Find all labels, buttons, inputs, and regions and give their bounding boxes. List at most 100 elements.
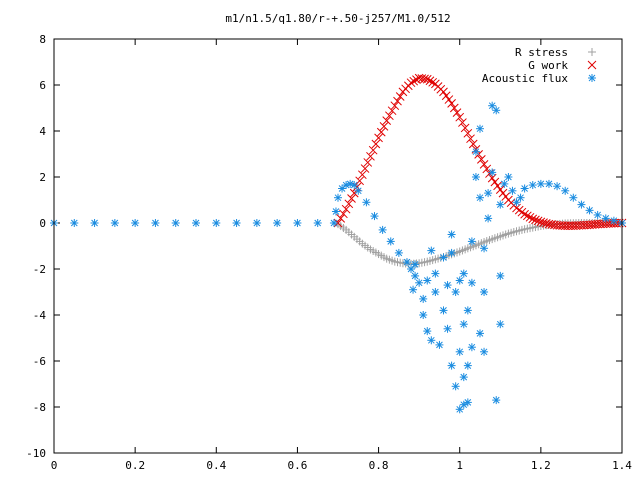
data-point (427, 336, 436, 345)
x-tick-label: 0.6 (287, 459, 307, 472)
data-point (471, 173, 480, 181)
data-point (522, 211, 532, 221)
data-point (435, 340, 444, 349)
data-point (466, 134, 475, 144)
y-axis: -10 -8 -6 -4 -2 0 2 4 6 8 (26, 33, 622, 460)
data-point (368, 145, 378, 155)
data-point (354, 186, 363, 195)
data-point (423, 327, 432, 336)
data-point (528, 214, 538, 224)
data-point (415, 278, 424, 287)
data-point (476, 124, 484, 133)
data-point (329, 219, 338, 227)
data-point (444, 95, 454, 104)
data-point (508, 186, 517, 195)
data-point (569, 193, 578, 202)
data-point (476, 193, 484, 202)
x-tick-label: 0.2 (125, 459, 145, 472)
data-point (536, 179, 545, 188)
data-point (70, 219, 79, 227)
data-point (495, 185, 505, 195)
data-point (455, 112, 465, 122)
y-tick-label: -6 (33, 355, 46, 368)
data-point (376, 127, 386, 137)
data-point (484, 214, 493, 223)
data-point (496, 320, 505, 329)
x-tick-label: 0 (51, 459, 58, 472)
legend-label: R stress (515, 46, 568, 59)
data-point (467, 278, 476, 287)
data-point (480, 288, 489, 296)
data-point (439, 306, 448, 315)
data-point (585, 206, 594, 215)
data-point (492, 106, 501, 115)
data-point (360, 164, 370, 173)
y-tick-label: -2 (33, 263, 46, 276)
data-point (334, 193, 342, 202)
data-point (363, 158, 373, 167)
data-point (427, 246, 436, 255)
legend-label: G work (528, 59, 568, 72)
data-point (459, 320, 468, 329)
data-point (355, 176, 364, 186)
data-point (447, 248, 456, 257)
data-point (420, 74, 429, 84)
legend-label: Acoustic flux (482, 72, 568, 85)
data-point (459, 373, 468, 382)
data-point (467, 237, 476, 246)
data-point (490, 177, 500, 187)
data-point (313, 219, 322, 227)
plot-frame (53, 38, 623, 454)
data-point (386, 237, 395, 246)
data-point (422, 74, 432, 84)
data-point (463, 361, 472, 370)
data-point (525, 212, 535, 222)
data-point (443, 281, 452, 290)
y-tick-label: -8 (33, 401, 46, 414)
data-point (371, 139, 381, 149)
data-point (482, 164, 492, 174)
data-point (350, 181, 359, 190)
data-point (379, 122, 389, 131)
data-point (331, 207, 340, 216)
data-point (501, 192, 511, 201)
y-tick-label: 2 (39, 171, 46, 184)
x-tick-label: 1 (456, 459, 463, 472)
data-point (484, 189, 493, 198)
data-point (447, 361, 456, 370)
data-point (516, 193, 525, 202)
data-point (455, 276, 464, 285)
data-point (131, 219, 140, 227)
data-point (468, 139, 478, 149)
x-tick-label: 0.8 (369, 459, 389, 472)
x-tick-label: 1.2 (531, 459, 551, 472)
y-tick-label: -4 (33, 309, 47, 322)
data-point (561, 186, 570, 195)
data-point (385, 111, 394, 121)
data-point (409, 285, 418, 294)
data-point (171, 219, 180, 227)
data-point (387, 106, 397, 116)
data-point (425, 76, 435, 86)
data-point (463, 306, 472, 315)
data-point (431, 288, 440, 296)
y-tick-label: 6 (39, 79, 46, 92)
series-g-work (333, 73, 627, 231)
data-point (488, 168, 497, 177)
data-point (451, 288, 460, 296)
x-axis: 0 0.2 0.4 0.6 0.8 1 1.2 1.4 (51, 39, 632, 472)
data-point (252, 219, 261, 227)
y-tick-label: 0 (39, 217, 46, 230)
data-point (520, 184, 529, 193)
data-point (536, 217, 546, 227)
data-point (232, 219, 241, 227)
data-point (528, 181, 537, 190)
data-point (409, 76, 419, 86)
data-point (393, 96, 402, 106)
y-tick-label: 8 (39, 33, 46, 46)
data-point (458, 118, 467, 127)
data-point (520, 209, 529, 219)
data-point (395, 92, 405, 101)
data-point (498, 188, 508, 198)
